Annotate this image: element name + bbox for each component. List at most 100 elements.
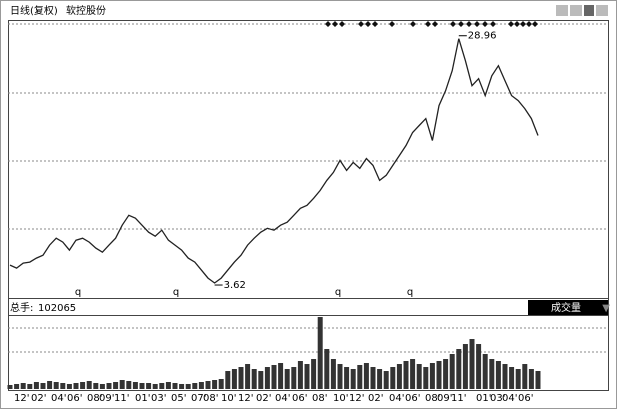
x-tick-label: 08' — [312, 393, 327, 404]
volume-bar — [7, 384, 13, 389]
x-tick-label: 12' — [14, 393, 29, 404]
extreme-label: 3.62 — [224, 280, 246, 291]
volume-bar — [271, 365, 277, 389]
volume-bar — [139, 383, 145, 389]
volume-bar — [363, 363, 369, 389]
volume-bar — [251, 369, 257, 389]
x-tick-label: 10' — [333, 393, 348, 404]
volume-bar — [53, 381, 59, 389]
volume-bar — [238, 367, 244, 389]
indicator-box[interactable] — [528, 300, 608, 315]
volume-bar — [429, 363, 435, 389]
x-tick-label: 01' — [135, 393, 150, 404]
volume-bar — [462, 344, 468, 389]
volume-bar — [165, 381, 171, 389]
volume-last: 102065 — [38, 303, 76, 314]
x-tick-label: 09' — [437, 393, 452, 404]
volume-bar — [383, 371, 389, 389]
x-tick-label: 04' — [389, 393, 404, 404]
volume-bar — [528, 369, 534, 389]
volume-bar — [132, 381, 138, 389]
x-tick-label: 03' — [490, 393, 505, 404]
toolbar-button[interactable] — [596, 5, 608, 16]
volume-bar — [311, 359, 317, 389]
volume-bar — [370, 367, 376, 389]
volume-bar — [509, 367, 515, 389]
volume-bar — [14, 383, 20, 389]
plot-frame — [8, 20, 609, 391]
volume-bar — [304, 364, 310, 389]
volume-bar — [106, 383, 112, 389]
toolbar-button[interactable] — [556, 5, 568, 16]
volume-bar — [66, 383, 72, 389]
volume-bar — [489, 359, 495, 389]
volume-bar — [146, 383, 152, 389]
volume-bar — [198, 381, 204, 389]
x-tick-label: 04' — [275, 393, 290, 404]
price-line — [9, 38, 539, 284]
volume-bar — [258, 371, 264, 389]
x-tick-label: 01' — [476, 393, 491, 404]
volume-label: 总手: — [10, 301, 33, 314]
volume-bar — [80, 381, 86, 389]
x-tick-label: 11' — [114, 393, 129, 404]
volume-bar — [225, 371, 231, 389]
volume-bar — [502, 364, 508, 389]
volume-bar — [20, 383, 26, 389]
volume-bar — [113, 381, 119, 389]
volume-bar — [278, 363, 284, 389]
volume-bar — [482, 353, 488, 389]
event-marker: q — [173, 287, 179, 298]
volume-bar — [205, 380, 211, 389]
volume-bar — [344, 367, 350, 389]
volume-bar — [126, 380, 132, 389]
x-tick-label: 09' — [99, 393, 114, 404]
toolbar-button[interactable] — [584, 5, 594, 16]
chart-subtitle: 软控股份 — [66, 4, 106, 17]
volume-bar — [317, 317, 323, 389]
x-tick-label: 04' — [502, 393, 517, 404]
volume-bar — [403, 360, 409, 389]
volume-bar — [443, 359, 449, 389]
volume-bar — [179, 383, 185, 389]
volume-bar — [99, 383, 105, 389]
volume-bar — [416, 364, 422, 389]
x-tick-label: 07' — [191, 393, 206, 404]
volume-bar — [284, 369, 290, 389]
volume-bar — [423, 367, 429, 389]
toolbar-button[interactable] — [570, 5, 582, 16]
volume-bar — [456, 349, 462, 389]
volume-bar — [357, 365, 363, 389]
volume-bar — [27, 383, 33, 389]
x-tick-label: 08' — [203, 393, 218, 404]
chart-title: 日线(复权) — [10, 4, 58, 17]
volume-bar — [377, 369, 383, 389]
volume-bar — [522, 364, 528, 389]
volume-bar — [291, 367, 297, 389]
volume-bar — [172, 383, 178, 389]
volume-bar — [119, 380, 125, 389]
x-tick-label: 06' — [67, 393, 82, 404]
volume-bar — [449, 353, 455, 389]
x-tick-label: 08' — [87, 393, 102, 404]
x-tick-label: 06' — [518, 393, 533, 404]
volume-bar — [73, 383, 79, 389]
x-tick-label: 10' — [221, 393, 236, 404]
indicator-name[interactable]: 成交量 — [551, 301, 581, 314]
x-tick-label: 06' — [292, 393, 307, 404]
volume-bar — [469, 339, 475, 389]
volume-bar — [330, 359, 336, 389]
x-tick-label: 06' — [405, 393, 420, 404]
dropdown-arrow[interactable]: ▼ — [602, 303, 610, 314]
x-tick-label: 08' — [425, 393, 440, 404]
volume-bar — [396, 364, 402, 389]
x-tick-label: 02' — [256, 393, 271, 404]
x-tick-label: 02' — [368, 393, 383, 404]
volume-bar — [231, 369, 237, 389]
volume-bar — [495, 360, 501, 389]
volume-bar — [264, 367, 270, 389]
volume-bar — [350, 369, 356, 389]
volume-bar — [185, 383, 191, 389]
x-tick-label: 03' — [151, 393, 166, 404]
